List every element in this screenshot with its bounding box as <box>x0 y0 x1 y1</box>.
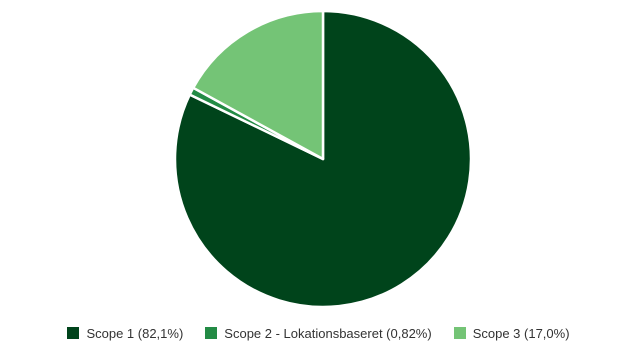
legend-label-scope-1: Scope 1 (82,1%) <box>86 325 184 341</box>
legend-swatch-scope-1 <box>67 327 80 339</box>
legend-swatch-scope-2 <box>205 327 218 339</box>
legend-item-scope-3[interactable]: Scope 3 (17,0%) <box>453 325 570 341</box>
legend-swatch-scope-3 <box>453 327 466 339</box>
pie-slice-scope-3[interactable] <box>192 9 325 161</box>
legend-item-scope-1[interactable]: Scope 1 (82,1%) <box>67 326 183 341</box>
legend-label-scope-3: Scope 3 (17,0%) <box>472 325 570 341</box>
legend: Scope 1 (82,1%) Scope 2 - Lokationsbaser… <box>0 323 637 343</box>
legend-item-scope-2[interactable]: Scope 2 - Lokationsbaseret (0,82%) <box>205 325 432 341</box>
legend-label-scope-2: Scope 2 - Lokationsbaseret (0,82%) <box>224 325 432 341</box>
